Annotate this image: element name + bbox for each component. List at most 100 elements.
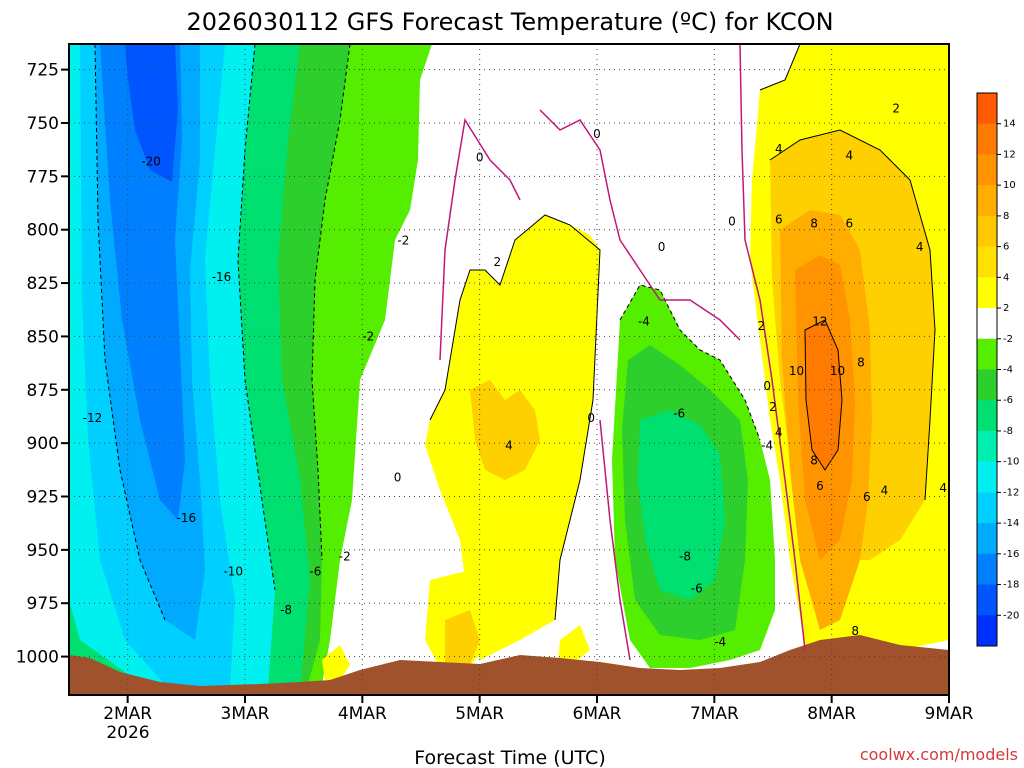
y-tick-label: 900 xyxy=(27,434,59,454)
contour-neg6 xyxy=(311,44,351,561)
y-tick-label: 925 xyxy=(27,487,59,507)
contour-label: 4 xyxy=(916,240,924,254)
contour-label: 2 xyxy=(493,255,501,269)
colorbar-swatch xyxy=(977,308,997,340)
contour-label: 0 xyxy=(593,127,601,141)
colorbar-label: 6 xyxy=(1003,242,1009,253)
contour-label: 8 xyxy=(810,217,818,231)
region-terrain xyxy=(69,635,949,695)
colorbar-swatch xyxy=(977,400,997,432)
contour-label: 2 xyxy=(892,101,900,115)
contour-4-east xyxy=(769,129,936,501)
colorbar-swatch xyxy=(977,523,997,555)
contour-label: -2 xyxy=(362,330,374,344)
contour-label: 8 xyxy=(810,453,818,467)
grid-lines xyxy=(69,44,949,695)
colorbar-label: 14 xyxy=(1003,119,1016,130)
contour-label-layer: -20-16-12-16-10-8-6-2-2-200000024-4-6-8-… xyxy=(83,101,947,649)
y-tick-label: 1000 xyxy=(16,648,59,668)
contour-label: 4 xyxy=(505,439,513,453)
colorbar-swatch xyxy=(977,461,997,493)
y-tick-label: 875 xyxy=(27,381,59,401)
region-warm-band-b xyxy=(470,380,540,480)
contour-label: 10 xyxy=(830,364,845,378)
colorbar-label: 8 xyxy=(1003,211,1009,222)
colorbar-swatch xyxy=(977,277,997,309)
contour-label: 0 xyxy=(476,150,484,164)
contour-label: 8 xyxy=(857,355,865,369)
contour-label: 6 xyxy=(845,217,853,231)
contour-zero xyxy=(439,44,806,661)
contour-label: -20 xyxy=(141,155,161,169)
contour-label: -2 xyxy=(339,550,351,564)
contour-lines xyxy=(429,44,936,621)
contour-label: 6 xyxy=(816,479,824,493)
x-tick-label: 7MAR xyxy=(690,704,739,724)
colorbar-label: -2 xyxy=(1003,334,1013,345)
contour-label: 0 xyxy=(587,411,595,425)
contour-label: -8 xyxy=(679,550,691,564)
colorbar-label: -4 xyxy=(1003,365,1013,376)
colorbar-label: -8 xyxy=(1003,426,1013,437)
region-cold-core xyxy=(125,44,178,182)
colorbar-legend: 14 12 10 8 6 4 2 -2 -4 -6 -8 -10 -12 -14 -16 -18 -20 xyxy=(976,92,1019,647)
contour-label: -2 xyxy=(397,234,409,248)
colorbar-swatch xyxy=(977,123,997,155)
contour-2-west xyxy=(429,214,601,621)
y-tick-label: 750 xyxy=(27,114,59,134)
contour-label: -12 xyxy=(83,411,103,425)
contour-label: -4 xyxy=(714,635,726,649)
colorbar-swatch xyxy=(977,154,997,186)
y-tick-label: 975 xyxy=(27,594,59,614)
contour-label: -16 xyxy=(177,511,197,525)
x-tick-label: 4MAR xyxy=(338,704,387,724)
contour-label: 12 xyxy=(812,315,827,329)
y-tick-label: 800 xyxy=(27,221,59,241)
region-cool-east-2 xyxy=(638,410,725,600)
colorbar-label: -10 xyxy=(1003,457,1019,468)
region-warm-band-d xyxy=(445,610,480,668)
colorbar-swatch xyxy=(977,185,997,217)
contour-zero-a xyxy=(439,117,521,361)
contour-label: 0 xyxy=(728,214,736,228)
contour-label: -6 xyxy=(691,582,703,596)
colorbar-label: -6 xyxy=(1003,395,1013,406)
contour-label: 8 xyxy=(851,624,859,638)
contour-label: 0 xyxy=(658,240,666,254)
contour-label: -4 xyxy=(761,439,773,453)
contour-label: -6 xyxy=(673,407,685,421)
x-year-label: 2026 xyxy=(106,723,149,743)
colorbar-label: -20 xyxy=(1003,610,1019,621)
y-axis: 725 750 775 800 825 850 875 900 925 950 975 1000 xyxy=(16,61,69,668)
colorbar-swatch xyxy=(977,93,997,125)
contour-2-east xyxy=(759,44,801,91)
colorbar-swatch xyxy=(977,492,997,524)
contour-zero-d xyxy=(739,44,806,651)
colorbar-swatch xyxy=(977,338,997,370)
colorbar-swatch xyxy=(977,246,997,278)
x-axis-label: Forecast Time (UTC) xyxy=(414,747,605,768)
contour-label: 6 xyxy=(775,212,783,226)
contour-label: 4 xyxy=(775,142,783,156)
contour-label: 2 xyxy=(769,400,777,414)
colorbar-label: 2 xyxy=(1003,303,1009,314)
contour-zero-b xyxy=(539,109,741,341)
contour-neg12 xyxy=(237,44,276,591)
y-tick-label: 775 xyxy=(27,167,59,187)
region-warm-band-f xyxy=(322,645,350,680)
colorbar-label: 12 xyxy=(1003,149,1016,160)
credit-link[interactable]: coolwx.com/models xyxy=(860,745,1018,764)
colorbar-label: -16 xyxy=(1003,549,1019,560)
x-tick-label: 8MAR xyxy=(807,704,856,724)
contour-12-core xyxy=(804,319,843,471)
colorbar-label: 4 xyxy=(1003,272,1009,283)
contour-label: -4 xyxy=(638,315,650,329)
plot-frame xyxy=(68,43,950,696)
x-tick-label: 5MAR xyxy=(455,704,504,724)
contour-label: 2 xyxy=(757,319,765,333)
contour-label: 0 xyxy=(763,379,771,393)
x-tick-label: 9MAR xyxy=(925,704,974,724)
colorbar-label: -18 xyxy=(1003,580,1019,591)
colorbar-swatch xyxy=(977,369,997,401)
